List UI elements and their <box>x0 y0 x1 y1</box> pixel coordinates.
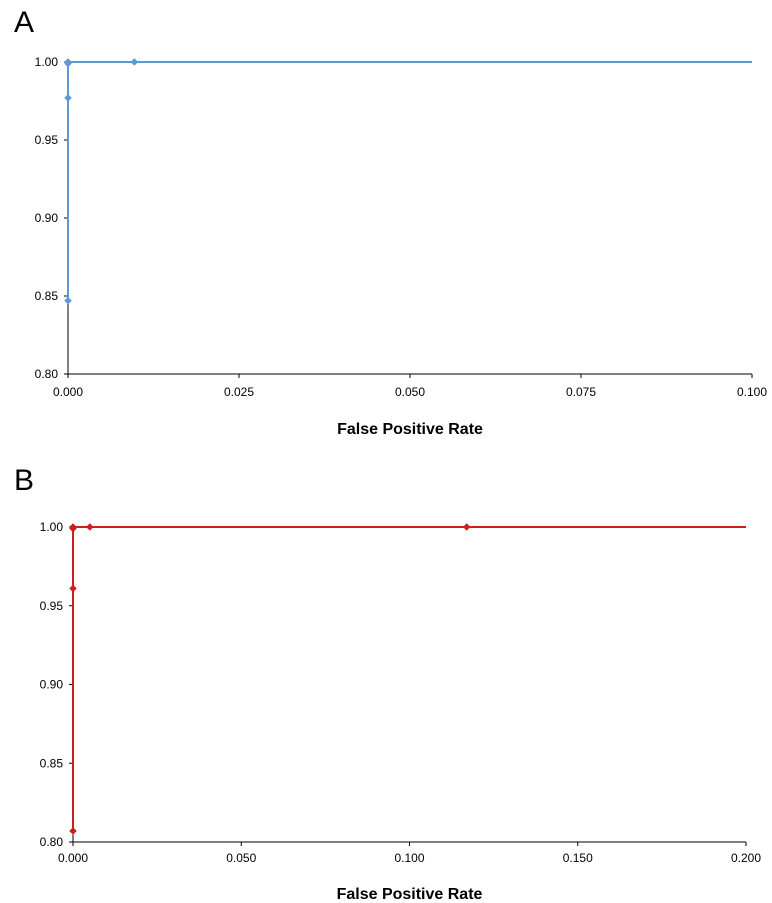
panel-b-y-tick-label: 0.95 <box>40 599 64 613</box>
panel-a-x-tick-label: 0.000 <box>53 385 83 399</box>
panel-b-label: B <box>14 464 35 497</box>
panel-b-data-point <box>69 584 77 593</box>
panel-b-x-tick-label: 0.200 <box>731 851 761 865</box>
panel-a-y-tick-label: 0.90 <box>35 211 59 225</box>
panel-a-label: A <box>14 6 35 39</box>
panel-b-data-point <box>462 523 471 531</box>
panel-a-data-point <box>64 58 72 66</box>
panel-a-y-tick-label: 1.00 <box>35 55 59 69</box>
panel-b-x-tick-label: 0.100 <box>394 851 424 865</box>
panel-b-data-point <box>69 827 77 835</box>
panel-a-x-tick-label: 0.050 <box>395 385 425 399</box>
panel-b-y-tick-label: 1.00 <box>40 520 64 534</box>
panel-b-x-tick-label: 0.050 <box>226 851 256 865</box>
panel-a-y-tick-label: 0.80 <box>35 367 59 381</box>
panel-b-data-point <box>69 523 77 531</box>
panel-a-y-tick-label: 0.85 <box>35 289 59 303</box>
panel-b-roc-line <box>72 526 746 831</box>
panel-a-roc-line <box>67 61 752 301</box>
panel-a-data-point <box>64 296 72 305</box>
panel-a-x-tick-label: 0.025 <box>224 385 254 399</box>
panel-b-y-tick-label: 0.85 <box>40 756 64 770</box>
panel-b-x-tick-label: 0.000 <box>58 851 88 865</box>
panel-b-x-tick-label: 0.150 <box>563 851 593 865</box>
panel-b-x-axis-title: False Positive Rate <box>337 886 483 903</box>
panel-a-x-tick-label: 0.100 <box>737 385 767 399</box>
panel-b-y-tick-label: 0.80 <box>40 835 64 849</box>
panel-a-y-tick-label: 0.95 <box>35 133 59 147</box>
panel-a-x-axis-title: False Positive Rate <box>337 421 483 438</box>
panel-a-x-tick-label: 0.075 <box>566 385 596 399</box>
panel-a-data-point <box>64 94 72 102</box>
panel-b-data-point <box>85 523 94 531</box>
panel-b-y-tick-label: 0.90 <box>40 678 64 692</box>
panel-a-data-point <box>130 58 139 66</box>
